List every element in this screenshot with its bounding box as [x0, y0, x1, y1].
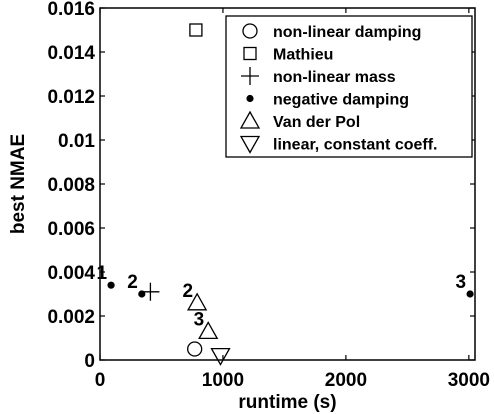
y-tick-label: 0.002 — [47, 307, 95, 328]
y-axis-title: best NMAE — [8, 134, 29, 234]
legend-label: negative damping — [273, 92, 409, 109]
data-point-dot — [138, 290, 146, 298]
x-tick-label: 0 — [95, 370, 106, 391]
legend-label: linear, constant coeff. — [273, 137, 437, 154]
data-point-dot — [107, 281, 115, 289]
y-tick-label: 0.014 — [47, 43, 95, 64]
legend: non-linear damping Mathieu non-linear mass… — [225, 15, 473, 158]
data-points: 1 2 323 — [96, 23, 474, 366]
legend-marker-triangle-down — [239, 135, 261, 154]
legend-marker-square — [243, 46, 257, 61]
x-tick-label: 2000 — [325, 370, 367, 391]
point-label: 3 — [194, 309, 205, 330]
x-axis-title: runtime (s) — [238, 392, 336, 413]
legend-box — [225, 15, 473, 158]
y-tick-label: 0.016 — [47, 0, 95, 20]
point-label: 2 — [127, 272, 138, 293]
legend-marker-dot — [246, 94, 254, 103]
legend-label: Van der Pol — [273, 114, 360, 131]
data-point-square — [189, 23, 203, 37]
x-tick-label: 1000 — [202, 370, 244, 391]
y-tick-label: 0 — [84, 351, 95, 372]
y-tick-label: 0.004 — [47, 263, 95, 284]
legend-marker-triangle-up — [239, 110, 261, 129]
y-tick-label: 0.01 — [58, 131, 95, 152]
data-point-triangle-down — [210, 347, 231, 366]
x-tick-label: 3000 — [448, 370, 490, 391]
point-label: 1 — [96, 263, 107, 284]
legend-marker-plus — [241, 67, 259, 85]
legend-label: Mathieu — [273, 47, 333, 64]
data-point-dot — [466, 290, 474, 298]
y-tick-label: 0.012 — [47, 87, 95, 108]
point-label: 2 — [183, 281, 194, 302]
axes: 0 1000 2000 3000 0 0.002 0.004 0.006 0.008 0.01 0.… — [8, 0, 490, 413]
data-point-triangle-up — [198, 321, 219, 340]
data-point-circle — [187, 341, 203, 357]
point-label: 3 — [456, 272, 467, 293]
legend-marker-circle — [242, 23, 258, 39]
data-point-triangle-up — [187, 292, 208, 311]
legend-label: non-linear damping — [273, 24, 421, 41]
y-tick-label: 0.008 — [47, 175, 95, 196]
legend-label: non-linear mass — [273, 69, 396, 86]
y-tick-label: 0.006 — [47, 219, 95, 240]
